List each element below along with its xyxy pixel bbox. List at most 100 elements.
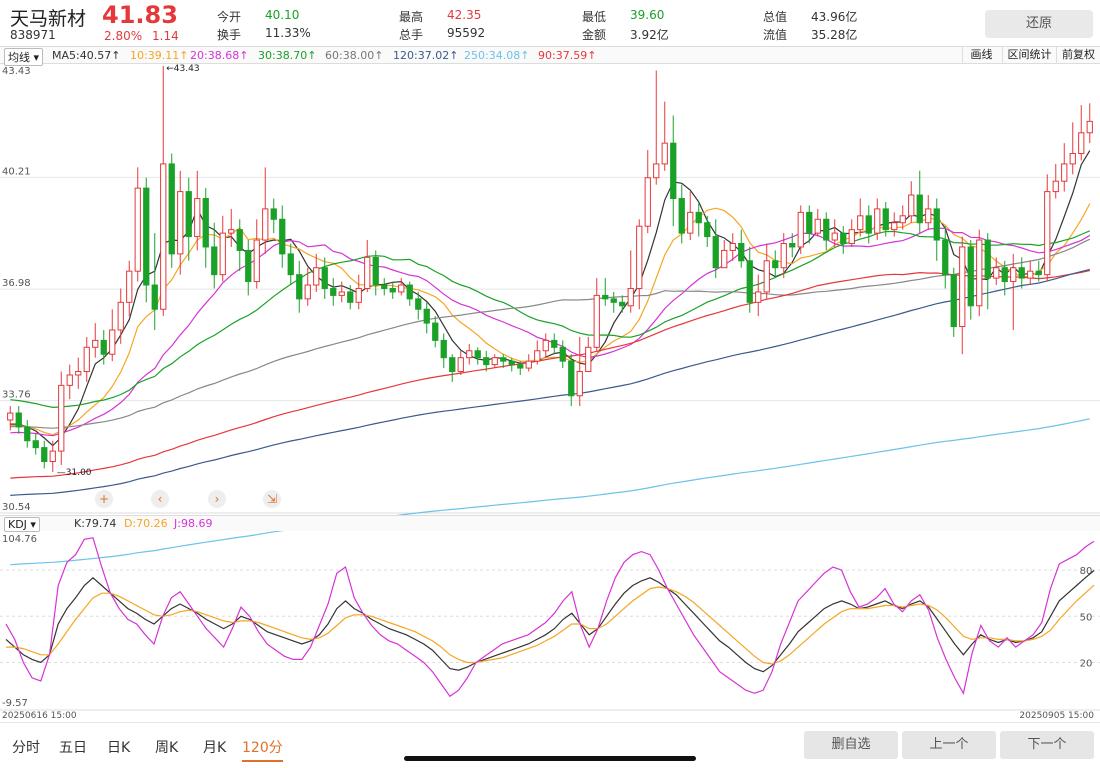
candle-body bbox=[534, 350, 541, 362]
candle-body bbox=[695, 211, 702, 224]
candle-body bbox=[661, 142, 668, 165]
remove-watchlist-button[interactable]: 删自选 bbox=[804, 731, 898, 759]
chart-tool-button[interactable]: 画线 bbox=[962, 47, 1000, 64]
stat-label: 换手 bbox=[217, 28, 242, 42]
candle-body bbox=[627, 287, 634, 307]
timeframe-tab[interactable]: 月K bbox=[203, 740, 227, 756]
candle-body bbox=[389, 287, 396, 293]
candle-body bbox=[1069, 153, 1076, 165]
chart-nav-glyph: ⇲ bbox=[267, 492, 277, 506]
candle-body bbox=[466, 350, 473, 359]
candle-body bbox=[942, 239, 949, 276]
candle-body bbox=[602, 294, 609, 300]
candle-body bbox=[976, 239, 983, 307]
candle-body bbox=[58, 384, 65, 452]
candle-body bbox=[891, 222, 898, 231]
kdj-selector[interactable]: KDJ ▾ bbox=[4, 517, 40, 532]
timeframe-tab[interactable]: 周K bbox=[155, 740, 179, 756]
candle-body bbox=[1010, 267, 1017, 283]
kdj-j-value: J:98.69 bbox=[174, 517, 213, 530]
candle-body bbox=[253, 239, 260, 283]
candle-body bbox=[177, 191, 184, 255]
candle-body bbox=[262, 208, 269, 241]
candle-body bbox=[865, 215, 872, 234]
candle-body bbox=[712, 236, 719, 269]
candle-body bbox=[508, 360, 515, 366]
change-amount: 1.14 bbox=[152, 29, 179, 43]
candle-body bbox=[66, 374, 73, 386]
candle-body bbox=[321, 267, 328, 289]
ma-value: 120:37.02↑ bbox=[393, 49, 459, 62]
candle-body bbox=[423, 308, 430, 324]
stat-value: 43.96亿 bbox=[811, 10, 858, 24]
ma-value: 20:38.68↑ bbox=[190, 49, 249, 62]
stat-value: 35.28亿 bbox=[811, 28, 858, 42]
timeframe-tab[interactable]: 日K bbox=[107, 740, 131, 756]
candle-body bbox=[151, 284, 158, 310]
candle-body bbox=[483, 357, 490, 366]
candle-body bbox=[636, 225, 643, 289]
candle-body bbox=[772, 260, 779, 269]
timeframe-tab[interactable]: 分时 bbox=[12, 740, 40, 756]
ma-line-120 bbox=[10, 268, 1090, 496]
next-stock-button[interactable]: 下一个 bbox=[1000, 731, 1094, 759]
timeframe-tab[interactable]: 五日 bbox=[59, 740, 87, 756]
kdj-line-k bbox=[5, 570, 1095, 673]
price-axis-label: 33.76 bbox=[2, 390, 31, 401]
ma-line-30 bbox=[10, 230, 1091, 409]
ma-line-90 bbox=[10, 269, 1090, 479]
candle-body bbox=[440, 339, 447, 359]
candle-body bbox=[831, 232, 838, 241]
candle-body bbox=[789, 243, 796, 248]
candle-body bbox=[908, 194, 915, 217]
candle-body bbox=[1018, 267, 1025, 279]
quote-header: 天马新材 41.83 838971 2.80% 1.14 今开 40.10 最高 42… bbox=[0, 0, 1100, 46]
candle-body bbox=[1078, 132, 1085, 155]
kdj-d-value: D:70.26 bbox=[124, 517, 168, 530]
candle-body bbox=[840, 232, 847, 245]
candle-body bbox=[644, 177, 651, 227]
timeframe-tab[interactable]: 120分 bbox=[242, 737, 283, 762]
kdj-axis-label: 50 bbox=[1080, 612, 1093, 623]
price-axis-label: 40.21 bbox=[2, 166, 31, 177]
candle-body bbox=[219, 232, 226, 276]
candle-body bbox=[1027, 270, 1034, 279]
candle-body bbox=[1061, 163, 1068, 182]
stat-label: 金额 bbox=[582, 28, 607, 42]
candle-body bbox=[75, 371, 82, 376]
candle-body bbox=[806, 211, 813, 234]
candle-body bbox=[109, 329, 116, 355]
indicator-selector[interactable]: 均线 ▾ bbox=[4, 48, 44, 66]
candle-body bbox=[117, 301, 124, 331]
stat-value: 11.33% bbox=[265, 26, 311, 40]
candle-body bbox=[304, 284, 311, 300]
candle-body bbox=[959, 246, 966, 328]
chart-tool-button[interactable]: 区间统计 bbox=[1002, 47, 1056, 64]
candle-body bbox=[568, 360, 575, 397]
chart-nav-control bbox=[151, 490, 169, 508]
candle-body bbox=[559, 346, 566, 362]
bottom-toolbar: 分时 五日 日K 周K 月K 120分 删自选 上一个 下一个 bbox=[0, 722, 1100, 768]
stat-value: 40.10 bbox=[265, 8, 300, 22]
candle-body bbox=[406, 284, 413, 300]
chart-tool-button[interactable]: 前复权 bbox=[1056, 47, 1100, 64]
candle-body bbox=[797, 211, 804, 248]
prev-stock-button[interactable]: 上一个 bbox=[902, 731, 996, 759]
chart-nav-control bbox=[95, 490, 113, 508]
min-price-marker: —31.00 bbox=[57, 468, 92, 478]
home-indicator bbox=[404, 756, 696, 761]
chart-nav-control bbox=[208, 490, 226, 508]
candle-body bbox=[41, 447, 48, 462]
indicator-selector-label: 均线 bbox=[8, 51, 30, 64]
restore-button[interactable]: 还原 bbox=[985, 10, 1093, 38]
candle-body bbox=[585, 346, 592, 373]
candle-body bbox=[619, 301, 626, 307]
price-axis-label: 43.43 bbox=[2, 66, 31, 77]
candle-body bbox=[228, 229, 235, 234]
chart-nav-glyph: + bbox=[99, 492, 109, 506]
candle-body bbox=[1001, 267, 1008, 283]
kdj-k-value: K:79.74 bbox=[74, 517, 117, 530]
kline-chart[interactable]: 43.43 40.21 36.98 33.76 30.54 80 50 20 104.76 -9.… bbox=[0, 0, 1100, 722]
kdj-axis-label: 20 bbox=[1080, 658, 1093, 669]
